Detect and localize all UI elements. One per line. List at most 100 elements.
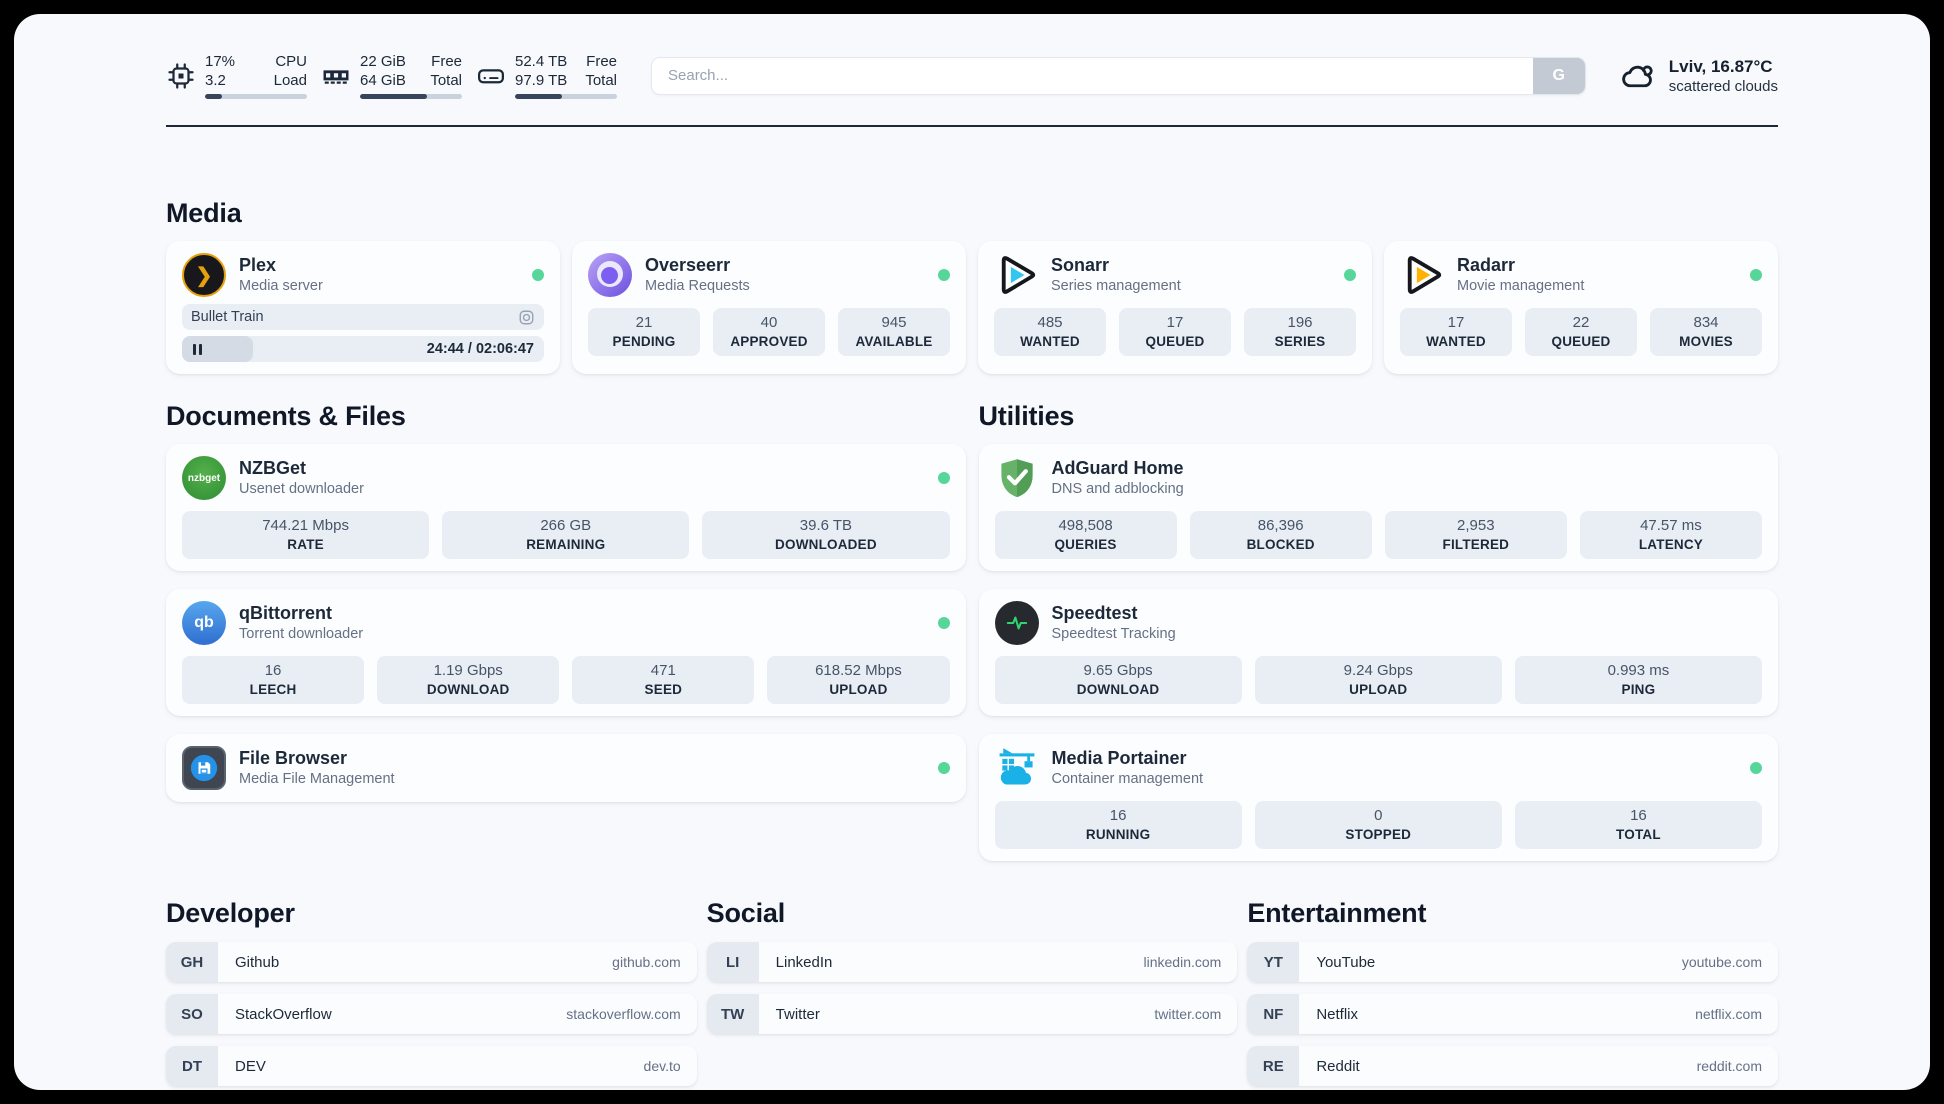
- app-card-speedtest[interactable]: Speedtest Speedtest Tracking 9.65 Gbps DO…: [978, 589, 1778, 716]
- stat-box: 86,396 BLOCKED: [1189, 511, 1372, 559]
- bookmark-abbr: DT: [166, 1046, 218, 1086]
- stat-box: 0.993 ms PING: [1514, 656, 1763, 704]
- search-provider-button[interactable]: G: [1532, 57, 1585, 94]
- app-name: Radarr: [1457, 255, 1516, 275]
- bookmark-name: Netflix: [1316, 1005, 1359, 1023]
- bookmark-twitter[interactable]: TW Twitter twitter.com: [706, 994, 1238, 1034]
- section-title-media: Media: [166, 198, 242, 228]
- section-title-entertainment: Entertainment: [1247, 898, 1427, 928]
- radarr-icon: [1400, 253, 1444, 297]
- status-dot: [1750, 762, 1762, 774]
- app-card-overseerr[interactable]: Overseerr Media Requests 21 PENDING 40 APP…: [572, 241, 966, 374]
- playback-time: 24:44 / 02:06:47: [426, 341, 534, 357]
- bookmark-url: stackoverflow.com: [566, 1006, 681, 1022]
- bookmark-name: Twitter: [775, 1005, 820, 1023]
- app-name: Speedtest: [1051, 603, 1138, 623]
- top-bar: 17% CPU 3.2 Load: [166, 14, 1778, 99]
- app-description: Media Requests: [645, 278, 750, 294]
- memory-widget: 22 GiB Free 64 GiB Total: [321, 52, 462, 99]
- resource-widgets: 17% CPU 3.2 Load: [166, 52, 617, 99]
- cpu-usage-value: 17%: [205, 53, 236, 70]
- pause-icon: [193, 343, 202, 355]
- status-dot: [1344, 269, 1356, 281]
- app-card-sonarr[interactable]: Sonarr Series management 485 WANTED 17 QUE…: [978, 241, 1372, 374]
- header-divider: [166, 125, 1778, 127]
- app-card-portainer[interactable]: Media Portainer Container management 16 R…: [978, 734, 1778, 861]
- bookmark-netflix[interactable]: NF Netflix netflix.com: [1247, 994, 1778, 1034]
- app-card-adguard[interactable]: AdGuard Home DNS and adblocking 498,508 Q…: [978, 444, 1778, 571]
- stat-box: 17 WANTED: [1400, 308, 1512, 356]
- stat-box: 945 AVAILABLE: [838, 308, 950, 356]
- app-card-filebrowser[interactable]: File Browser Media File Management: [166, 734, 966, 802]
- bookmark-abbr: NF: [1247, 994, 1300, 1034]
- app-name: Media Portainer: [1051, 748, 1187, 768]
- qbittorrent-icon: qb: [182, 601, 226, 645]
- app-description: Series management: [1051, 278, 1181, 294]
- status-dot: [937, 617, 950, 629]
- bookmark-name: DEV: [235, 1057, 266, 1075]
- weather-widget: Lviv, 16.87°C scattered clouds: [1620, 56, 1778, 96]
- app-card-radarr[interactable]: Radarr Movie management 17 WANTED 22 QUEUE…: [1384, 241, 1778, 374]
- bookmark-abbr: TW: [706, 994, 759, 1034]
- app-name: Overseerr: [645, 255, 731, 275]
- app-description: Speedtest Tracking: [1051, 626, 1176, 642]
- app-card-plex[interactable]: Plex Media server Bullet Train 24:44 / 0…: [166, 241, 560, 374]
- ram-icon: [321, 61, 351, 91]
- ram-total-label: Total: [430, 72, 462, 89]
- stat-box: 834 MOVIES: [1650, 308, 1762, 356]
- bookmark-youtube[interactable]: YT YouTube youtube.com: [1247, 942, 1778, 982]
- bookmark-abbr: YT: [1247, 942, 1300, 982]
- status-dot: [937, 762, 950, 774]
- disk-icon: [476, 61, 506, 91]
- stat-box: 40 APPROVED: [713, 308, 825, 356]
- stat-box: 744.21 Mbps RATE: [182, 511, 430, 559]
- bookmark-group-social: Social LI LinkedIn linkedin.com TW Twitt…: [706, 897, 1238, 1086]
- search-input[interactable]: [651, 56, 1586, 95]
- stat-box: 39.6 TB DOWNLOADED: [702, 511, 950, 559]
- bookmark-reddit[interactable]: RE Reddit reddit.com: [1247, 1046, 1778, 1086]
- status-dot: [1750, 269, 1762, 281]
- app-name: Sonarr: [1051, 255, 1110, 275]
- stat-box: 471 SEED: [572, 656, 755, 704]
- bookmark-name: LinkedIn: [775, 953, 833, 971]
- bookmark-linkedin[interactable]: LI LinkedIn linkedin.com: [706, 942, 1238, 982]
- stat-box: 17 QUEUED: [1119, 308, 1231, 356]
- sonarr-icon: [994, 253, 1038, 297]
- bookmark-name: Github: [235, 953, 280, 971]
- app-name: AdGuard Home: [1051, 458, 1184, 478]
- cpu-progress-bar: [205, 94, 307, 99]
- overseerr-icon: [588, 253, 632, 297]
- plex-icon: [182, 253, 226, 297]
- disk-free-value: 52.4 TB: [515, 53, 568, 70]
- bookmark-name: YouTube: [1316, 953, 1376, 971]
- stat-box: 9.65 Gbps DOWNLOAD: [994, 656, 1242, 704]
- bookmark-abbr: RE: [1247, 1046, 1300, 1086]
- playback-progress-bar: 24:44 / 02:06:47: [182, 336, 544, 362]
- bookmark-github[interactable]: GH Github github.com: [166, 942, 697, 982]
- cloud-icon: [1620, 58, 1656, 94]
- stat-box: 9.24 Gbps UPLOAD: [1254, 656, 1502, 704]
- app-name: File Browser: [239, 748, 348, 768]
- stat-box: 0 STOPPED: [1254, 801, 1502, 849]
- app-description: Usenet downloader: [239, 481, 364, 497]
- bookmark-url: youtube.com: [1681, 954, 1762, 970]
- app-description: DNS and adblocking: [1051, 481, 1184, 497]
- ram-total-value: 64 GiB: [360, 72, 406, 89]
- bookmark-stackoverflow[interactable]: SO StackOverflow stackoverflow.com: [166, 994, 697, 1034]
- bookmark-url: reddit.com: [1696, 1058, 1762, 1074]
- video-session-icon: [518, 309, 535, 326]
- app-name: NZBGet: [239, 458, 306, 478]
- bookmark-dev[interactable]: DT DEV dev.to: [166, 1046, 697, 1086]
- disk-total-label: Total: [585, 72, 617, 89]
- app-description: Container management: [1051, 771, 1204, 787]
- nzbget-icon: nzbget: [182, 456, 226, 500]
- app-card-nzbget[interactable]: nzbget NZBGet Usenet downloader 744.21 M…: [166, 444, 966, 571]
- bookmark-group-developer: Developer GH Github github.com SO StackO…: [166, 897, 697, 1086]
- app-card-qbittorrent[interactable]: qb qBittorrent Torrent downloader 16 LEEC…: [166, 589, 966, 716]
- bookmark-group-entertainment: Entertainment YT YouTube youtube.com NF …: [1247, 897, 1778, 1086]
- dashboard-page: 17% CPU 3.2 Load: [14, 14, 1930, 1090]
- stat-box: 2,953 FILTERED: [1384, 511, 1567, 559]
- stat-box: 16 RUNNING: [994, 801, 1242, 849]
- stat-box: 21 PENDING: [588, 308, 700, 356]
- disk-progress-bar: [515, 94, 617, 99]
